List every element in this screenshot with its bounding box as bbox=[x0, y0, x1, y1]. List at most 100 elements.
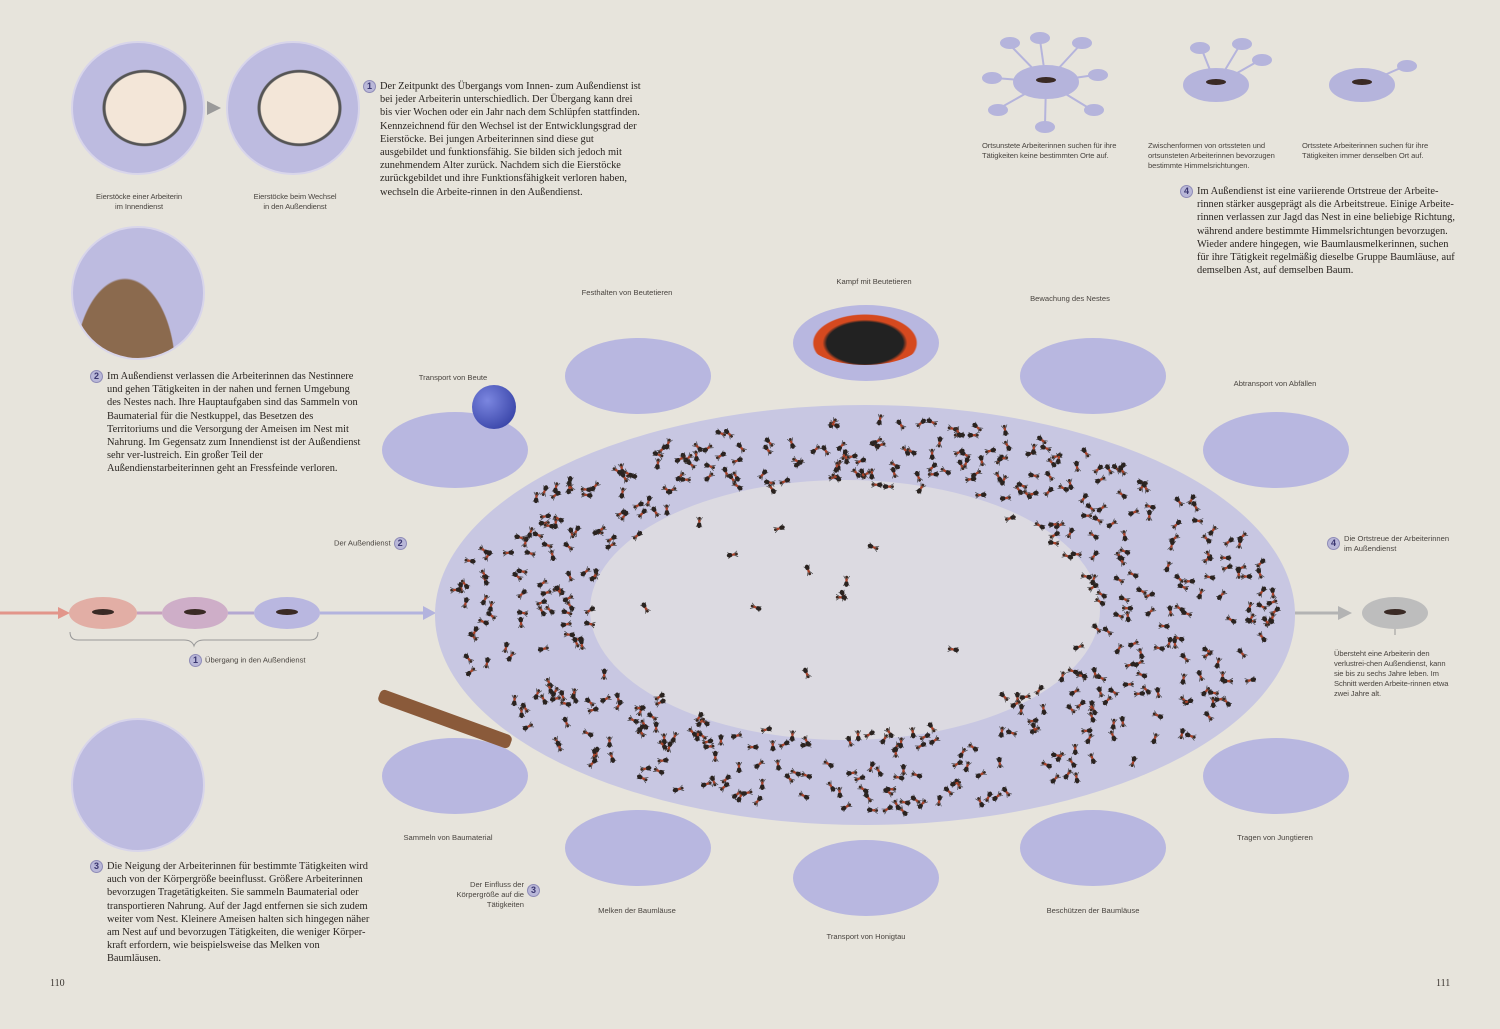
paragraph-text: Der Zeitpunkt des Übergangs vom Innen- z… bbox=[380, 81, 641, 198]
paragraph-3: 3 Die Neigung der Arbeiterinnen für besti… bbox=[90, 860, 372, 966]
callout-text: Übergang in den Außendienst bbox=[205, 655, 306, 665]
ant bbox=[536, 577, 549, 589]
ant bbox=[517, 616, 525, 629]
ant bbox=[715, 428, 727, 439]
ant bbox=[613, 692, 623, 705]
ant bbox=[1101, 694, 1114, 707]
paragraph-text: Im Außendienst ist eine variierende Orts… bbox=[1197, 186, 1455, 277]
ant bbox=[525, 526, 536, 538]
ant bbox=[636, 773, 649, 784]
ant bbox=[1184, 731, 1197, 741]
ant bbox=[778, 739, 790, 750]
ant bbox=[951, 758, 964, 770]
ant bbox=[561, 608, 574, 618]
ant bbox=[571, 636, 582, 649]
label-fighting-prey: Kampf mit Beutetieren bbox=[836, 277, 912, 286]
ant bbox=[935, 794, 944, 807]
ant bbox=[915, 482, 927, 495]
ant bbox=[900, 444, 912, 457]
ant bbox=[631, 529, 643, 542]
ant bbox=[595, 524, 607, 536]
ant bbox=[564, 570, 575, 583]
ant bbox=[1102, 625, 1114, 637]
ant bbox=[947, 645, 959, 654]
ant bbox=[485, 610, 498, 622]
ant bbox=[1061, 551, 1074, 561]
ant bbox=[619, 471, 630, 484]
ant bbox=[1040, 759, 1053, 770]
ant bbox=[461, 597, 471, 609]
ant bbox=[1164, 636, 1174, 649]
ant bbox=[701, 737, 714, 747]
ant bbox=[1133, 690, 1146, 698]
ant bbox=[1054, 750, 1066, 763]
ant bbox=[846, 769, 858, 777]
ant bbox=[693, 729, 702, 742]
ant bbox=[747, 743, 759, 751]
ant bbox=[731, 455, 743, 466]
ant bbox=[1048, 529, 1061, 541]
ant bbox=[718, 781, 731, 793]
ant bbox=[1207, 688, 1220, 697]
ant bbox=[1096, 502, 1108, 514]
ant bbox=[1092, 463, 1104, 476]
ant bbox=[562, 540, 575, 553]
ant bbox=[516, 567, 528, 576]
site-fidelity-diagrams bbox=[982, 32, 1417, 133]
ant bbox=[835, 440, 848, 452]
ant bbox=[1219, 671, 1226, 683]
ant bbox=[1186, 493, 1197, 506]
ant bbox=[871, 481, 883, 489]
ant bbox=[997, 454, 1009, 463]
ant bbox=[1266, 597, 1279, 607]
ant bbox=[760, 725, 772, 735]
ant bbox=[1173, 602, 1186, 614]
ant bbox=[788, 730, 796, 742]
ant bbox=[639, 764, 652, 773]
ant bbox=[1151, 710, 1164, 721]
ant bbox=[967, 431, 979, 439]
ant bbox=[735, 441, 747, 454]
ant bbox=[1073, 460, 1081, 473]
ant bbox=[975, 796, 986, 808]
ant bbox=[1039, 703, 1048, 716]
ant bbox=[613, 699, 624, 712]
ant bbox=[766, 482, 778, 495]
ant bbox=[635, 726, 647, 739]
ant bbox=[822, 758, 835, 770]
ant bbox=[482, 657, 492, 669]
ant bbox=[1215, 589, 1228, 601]
ant bbox=[899, 798, 911, 807]
ant bbox=[838, 589, 849, 602]
ant bbox=[853, 773, 866, 784]
activity-waste-removal bbox=[1203, 412, 1349, 488]
ant bbox=[450, 586, 462, 594]
ant bbox=[1087, 752, 1098, 765]
ant bbox=[532, 491, 541, 504]
ant bbox=[1209, 696, 1217, 708]
ant bbox=[1135, 585, 1148, 597]
ant bbox=[1017, 703, 1025, 716]
ant bbox=[885, 785, 897, 793]
ant bbox=[1236, 647, 1248, 660]
ant bbox=[549, 489, 562, 501]
ant bbox=[983, 791, 994, 803]
ant bbox=[1066, 756, 1078, 769]
ant bbox=[1260, 615, 1273, 628]
ant bbox=[1123, 610, 1132, 623]
ant bbox=[1036, 434, 1048, 446]
ant bbox=[464, 556, 476, 565]
ant bbox=[632, 500, 645, 511]
ant bbox=[543, 604, 556, 616]
ant bbox=[763, 436, 776, 449]
ant bbox=[997, 726, 1006, 738]
ant bbox=[1121, 604, 1134, 612]
ant bbox=[957, 746, 968, 759]
ant bbox=[584, 619, 596, 629]
ant bbox=[516, 588, 528, 600]
ant bbox=[1269, 587, 1277, 599]
ant bbox=[882, 483, 894, 490]
prey-berry bbox=[472, 385, 516, 429]
ant bbox=[835, 593, 847, 601]
ant bbox=[692, 450, 700, 462]
